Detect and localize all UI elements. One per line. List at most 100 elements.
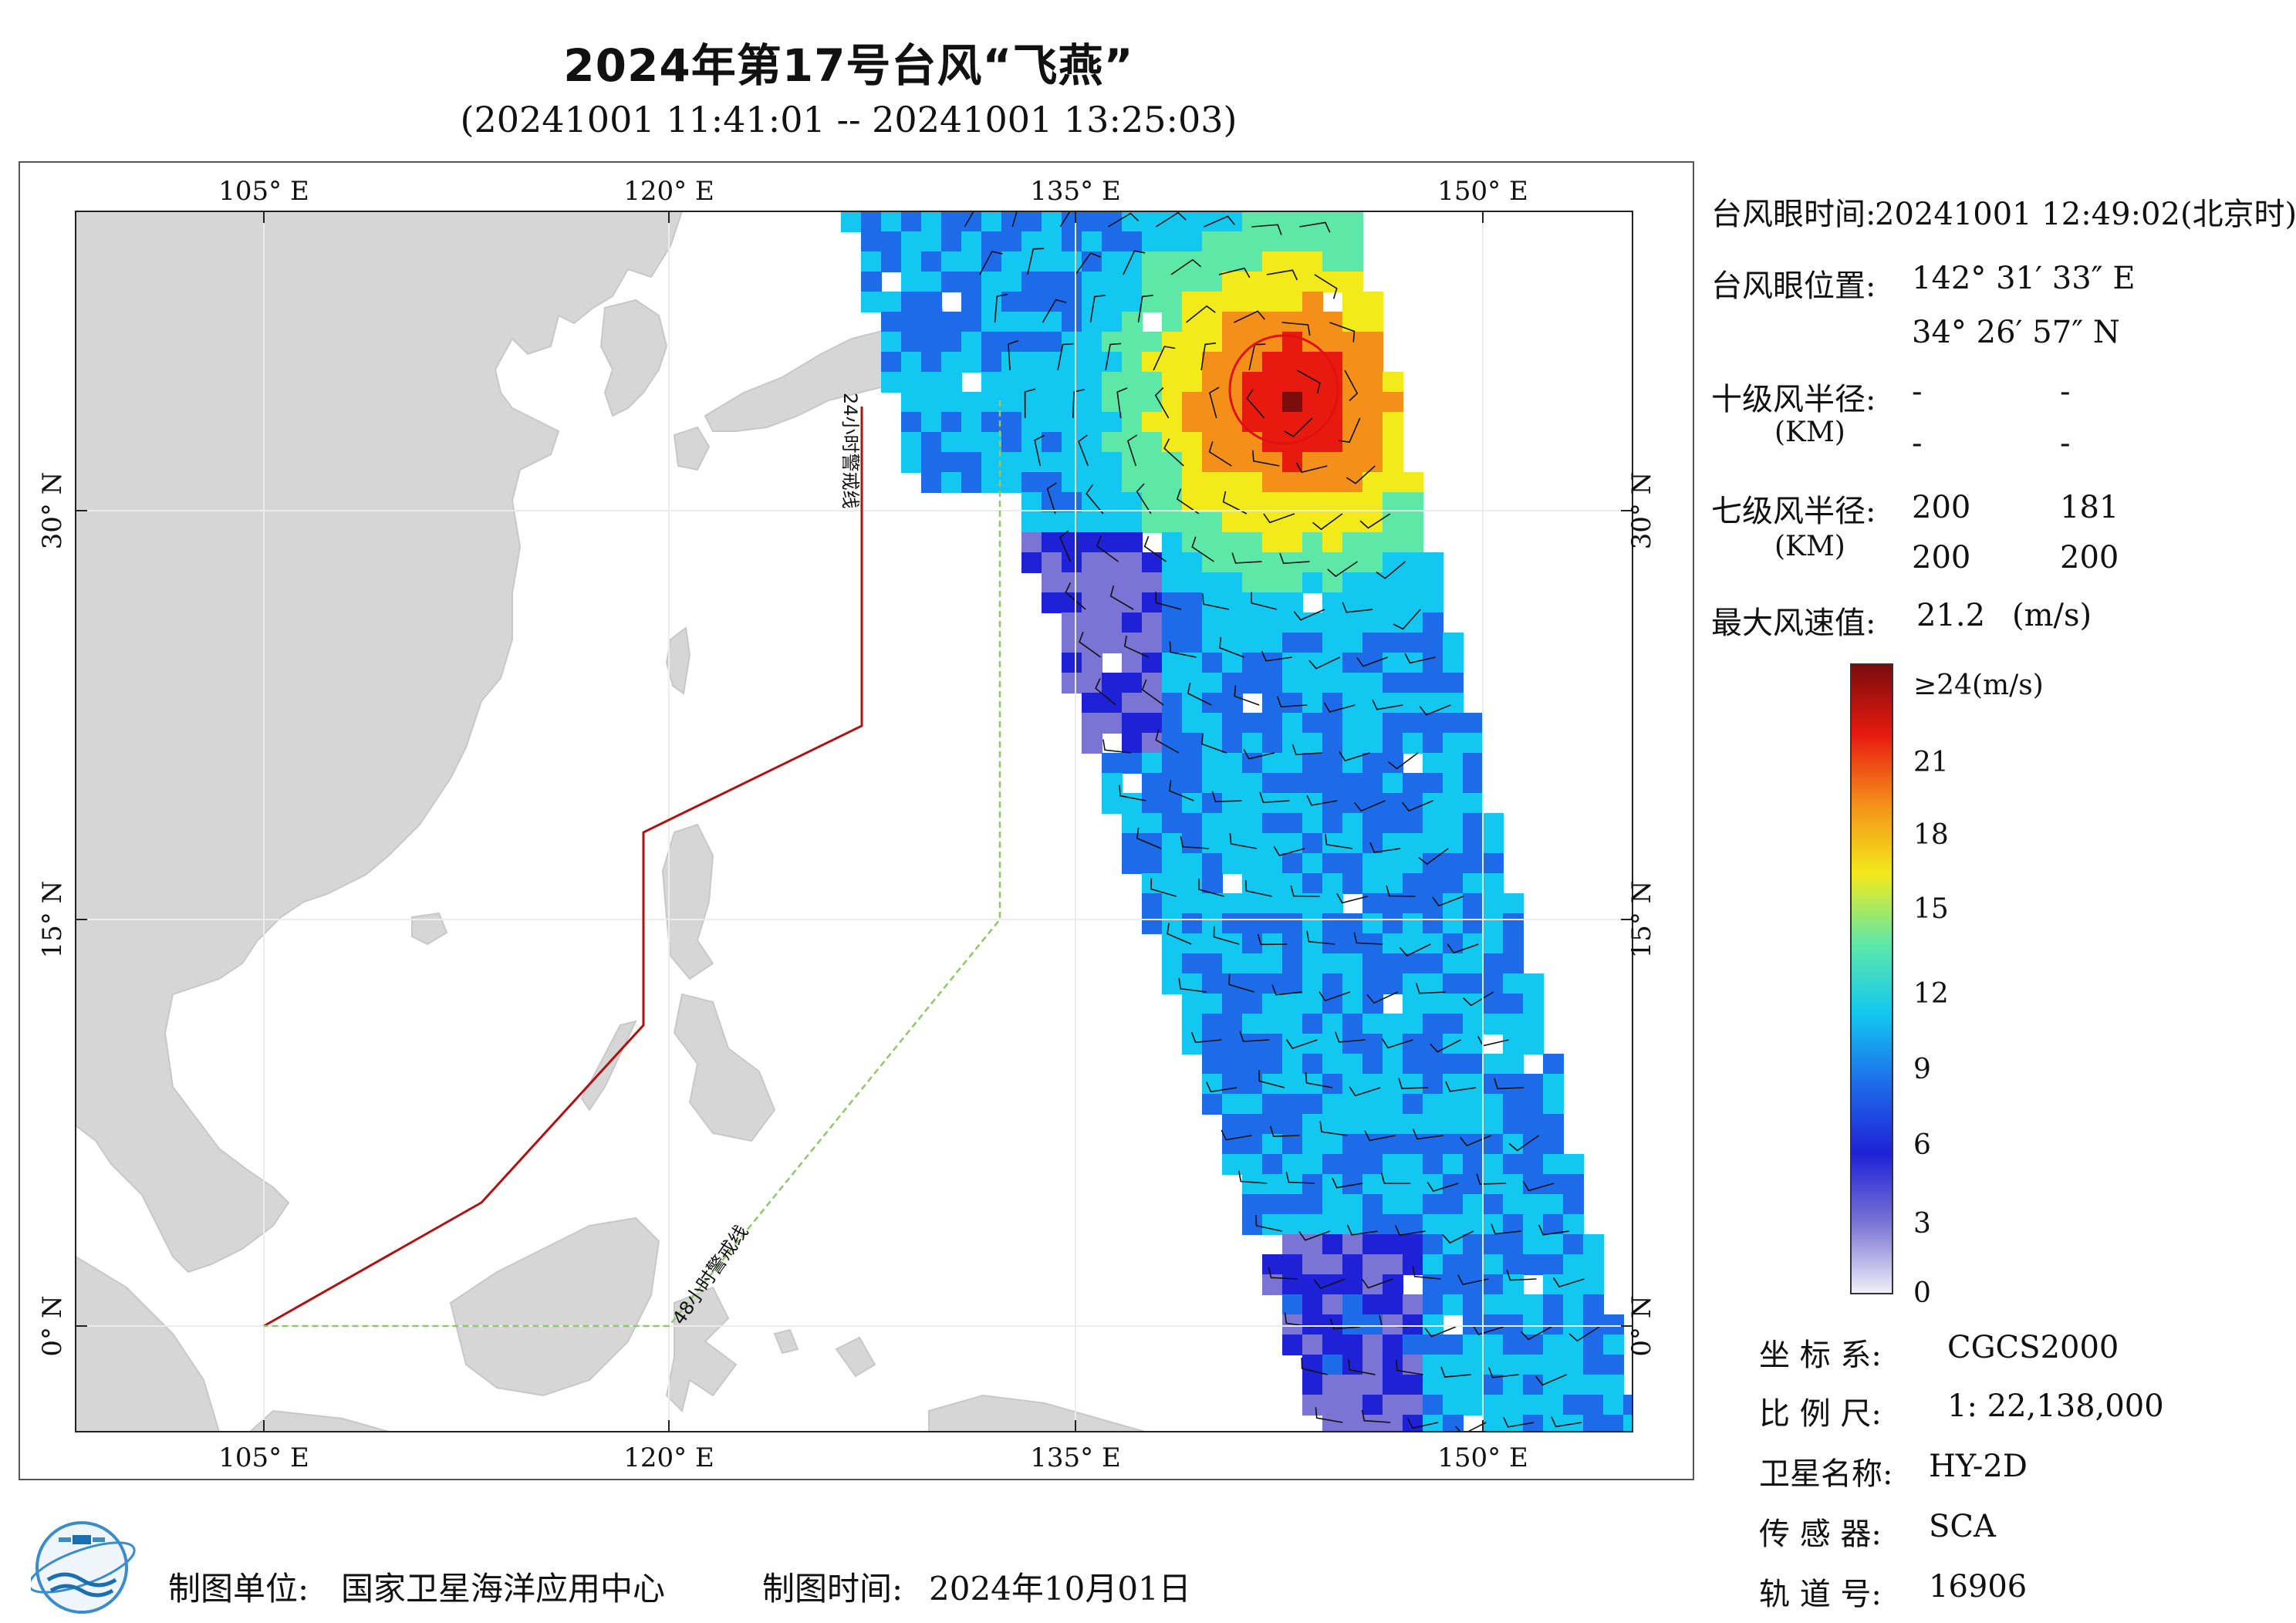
wind-cell	[1423, 1054, 1443, 1075]
wind-cell	[1322, 633, 1343, 653]
wind-cell	[1222, 1034, 1243, 1054]
wind-cell	[1162, 913, 1183, 934]
wind-cell	[1322, 1074, 1343, 1095]
wind-cell	[1583, 1234, 1604, 1255]
wind-cell	[1082, 572, 1102, 593]
lat-label-right: 30° N	[1626, 472, 1657, 550]
wind-cell	[1102, 793, 1123, 814]
wind-cell	[1383, 633, 1403, 653]
wind-cell	[1383, 813, 1403, 834]
wind-cell	[1483, 833, 1504, 854]
wind-cell	[1563, 1355, 1584, 1375]
wind-cell	[1383, 713, 1403, 734]
wind-cell	[1503, 1375, 1524, 1395]
wind-barb	[1344, 369, 1359, 402]
wind-cell	[1342, 452, 1363, 473]
wind-cell	[1503, 1314, 1524, 1335]
wind-cell	[1282, 673, 1303, 693]
lon-label-bottom: 135° E	[1030, 1442, 1121, 1473]
wind-cell	[1302, 953, 1323, 974]
wind-cell	[1342, 973, 1363, 994]
wind-cell	[1142, 572, 1163, 593]
wind-cell	[1122, 693, 1143, 714]
wind-cell	[1403, 1335, 1423, 1355]
wind-cell	[1282, 1134, 1303, 1155]
wind-cell	[1222, 853, 1243, 874]
wind-cell	[1362, 813, 1383, 834]
wind-cell	[1342, 1294, 1363, 1315]
wind-barb	[1123, 635, 1150, 658]
wind-cell	[1362, 1034, 1383, 1054]
wind-cell	[1503, 933, 1524, 954]
wind-cell	[1523, 1355, 1544, 1375]
wind-cell	[1082, 452, 1102, 473]
wind-cell	[1423, 1375, 1443, 1395]
plot-border	[75, 211, 1633, 1432]
wind-barb	[1078, 434, 1089, 467]
wind-cell	[1523, 1114, 1544, 1135]
wind-cell	[1262, 773, 1283, 794]
wind-cell	[1302, 973, 1323, 994]
wind-barb	[1301, 1357, 1328, 1375]
wind-cell	[1142, 272, 1163, 292]
wind-cell	[1162, 733, 1183, 754]
wind-cell	[1342, 1194, 1363, 1215]
wind-cell	[1042, 372, 1062, 393]
wind-cell	[1383, 853, 1403, 874]
wind-cell	[1443, 713, 1464, 734]
wind-cell	[1262, 1174, 1283, 1195]
24h-warning-line-label: 24小时警戒线	[839, 393, 861, 509]
wind-cell	[1102, 512, 1123, 533]
wind-cell	[1423, 1355, 1443, 1375]
wind-cell	[1001, 412, 1022, 433]
wind-cell	[921, 452, 942, 473]
wind-barb	[1252, 450, 1280, 467]
wind-cell	[1222, 933, 1243, 954]
wind-cell	[1262, 592, 1283, 613]
wind-cell	[1102, 352, 1123, 373]
wind-cell	[941, 432, 962, 453]
wind-cell	[1463, 1034, 1484, 1054]
wind-cell	[1403, 1294, 1423, 1315]
wind-cell	[1443, 653, 1464, 673]
wind-cell	[1443, 633, 1464, 653]
wind-cell	[1322, 452, 1343, 473]
wind-barb	[1348, 1358, 1376, 1375]
wind-cell	[1222, 512, 1243, 533]
wind-cell	[1202, 1094, 1223, 1115]
wind-cell	[1262, 1214, 1283, 1235]
wind-cell	[1342, 813, 1363, 834]
wind-barb	[1211, 791, 1242, 803]
wind-barb	[1268, 1267, 1298, 1280]
wind-cell	[1403, 1234, 1423, 1255]
wind-cell	[1162, 933, 1183, 954]
wind-cell	[1282, 1074, 1303, 1095]
wind-barb	[1273, 845, 1305, 857]
wind-barb	[1034, 434, 1045, 467]
wind-cell	[921, 292, 942, 312]
wind-cell	[1242, 251, 1263, 272]
wind-cell	[1182, 512, 1203, 533]
wind-cell	[1082, 512, 1102, 533]
wind-cell	[1362, 733, 1383, 754]
wind-cell	[1543, 1234, 1564, 1255]
wind-barb	[1388, 752, 1419, 770]
wind-cell	[1322, 673, 1343, 693]
wind-cell	[1202, 973, 1223, 994]
wind-cell	[1142, 733, 1163, 754]
wind-cell	[1623, 1395, 1633, 1415]
wind-cell	[1443, 773, 1464, 794]
wind-cell	[1001, 392, 1022, 413]
wind-cell	[1523, 1254, 1544, 1275]
wind-cell	[1162, 352, 1183, 373]
wind-barb	[1395, 1359, 1423, 1375]
wind-cell	[1342, 492, 1363, 513]
wind-cell	[1362, 713, 1383, 734]
wind-cell	[881, 231, 902, 252]
wind-barb	[1109, 585, 1134, 610]
wind-barb	[1277, 696, 1308, 708]
wind-cell	[1423, 893, 1443, 914]
wind-cell	[1162, 392, 1183, 413]
wind-cell	[1483, 933, 1504, 954]
wind-cell	[1001, 352, 1022, 373]
